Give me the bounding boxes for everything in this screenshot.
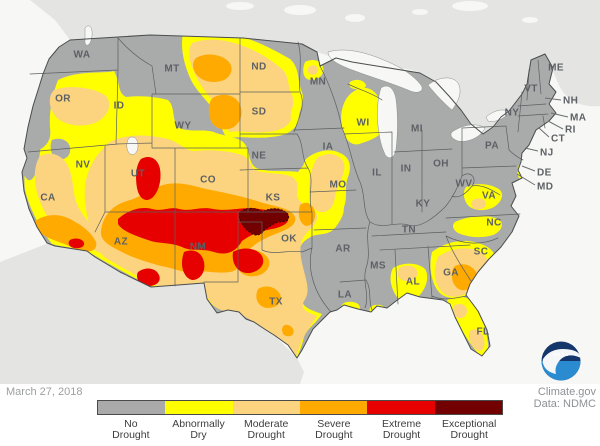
state-label-wi: WI xyxy=(356,118,369,129)
state-label-al: AL xyxy=(406,277,420,288)
state-label-mt: MT xyxy=(164,64,179,75)
state-label-ut: UT xyxy=(131,169,145,180)
state-label-ia: IA xyxy=(323,142,334,153)
state-label-fl: FL xyxy=(476,327,489,338)
drought-layer-d4-exceptional xyxy=(238,207,290,236)
state-label-mi: MI xyxy=(411,124,423,135)
lake-michigan xyxy=(377,85,398,158)
mexico-landmass xyxy=(0,244,304,384)
state-label-ri: RI xyxy=(565,125,576,136)
attribution: Climate.gov Data: NDMC xyxy=(534,386,596,410)
callout-line-ct xyxy=(538,127,550,138)
state-label-tx: TX xyxy=(269,297,283,308)
state-label-az: AZ xyxy=(114,237,128,248)
canada-landmass xyxy=(0,0,600,134)
legend-label: Severe Drought xyxy=(315,418,353,441)
callout-line-nh xyxy=(544,97,562,101)
legend-label: Extreme Drought xyxy=(381,418,422,441)
callout-line-nj xyxy=(524,147,539,152)
lake-superior xyxy=(327,49,423,93)
legend-label: No Drought xyxy=(112,418,150,441)
legend-swatch xyxy=(299,401,368,414)
state-label-ca: CA xyxy=(40,193,55,204)
attribution-data: Data: NDMC xyxy=(533,398,596,410)
noaa-gull-icon xyxy=(542,349,581,374)
map-date: March 27, 2018 xyxy=(6,386,83,398)
state-label-ky: KY xyxy=(416,199,431,210)
state-label-nd: ND xyxy=(251,62,266,73)
state-label-wv: WV xyxy=(456,179,473,190)
state-label-il: IL xyxy=(372,168,382,179)
state-label-oh: OH xyxy=(433,159,449,170)
state-label-me: ME xyxy=(548,63,564,74)
state-label-id: ID xyxy=(114,101,125,112)
noaa-logo: NOAA xyxy=(541,341,581,381)
legend-label: Moderate Drought xyxy=(244,418,289,441)
outside-us-land xyxy=(0,0,600,384)
lake-huron xyxy=(427,77,461,111)
state-label-ne: NE xyxy=(252,151,267,162)
state-label-mn: MN xyxy=(310,77,326,88)
state-label-vt: VT xyxy=(524,84,538,95)
state-label-co: CO xyxy=(200,175,216,186)
state-label-wa: WA xyxy=(74,50,91,61)
callout-line-ma xyxy=(550,112,569,118)
state-label-tn: TN xyxy=(402,225,416,236)
legend-swatch xyxy=(98,401,166,414)
state-label-va: VA xyxy=(482,191,496,202)
state-label-wy: WY xyxy=(175,121,192,132)
lake-ontario xyxy=(485,109,510,122)
state-label-sc: SC xyxy=(474,247,489,258)
legend-label: Exceptional Drought xyxy=(442,418,497,441)
legend-swatch xyxy=(232,401,300,414)
state-label-ga: GA xyxy=(443,268,459,279)
canadian-lakes xyxy=(226,1,538,23)
puget-sound xyxy=(84,25,93,46)
us-drought-map: WA OR CA ID NV UT AZ MT WY CO NM ND SD NE KS OK TX MN IA MO… xyxy=(0,0,600,384)
drought-legend: No Drought Abnormally Dry Moderate Drought… xyxy=(97,400,503,441)
callout-line-md xyxy=(516,173,536,186)
state-label-or: OR xyxy=(55,94,71,105)
legend-swatch xyxy=(434,401,502,414)
great-salt-lake xyxy=(126,136,139,155)
state-label-ks: KS xyxy=(266,193,281,204)
state-label-la: LA xyxy=(338,290,352,301)
state-label-pa: PA xyxy=(485,141,499,152)
state-label-mo: MO xyxy=(330,180,347,191)
legend-bar xyxy=(97,400,503,415)
callout-line-de xyxy=(521,165,536,172)
legend-label: Abnormally Dry xyxy=(172,418,225,441)
state-label-ny: NY xyxy=(505,108,520,119)
state-label-nc: NC xyxy=(486,218,501,229)
vancouver-island xyxy=(95,1,147,23)
state-label-ma: MA xyxy=(570,113,586,124)
state-label-ct: CT xyxy=(551,134,565,145)
state-label-ok: OK xyxy=(281,234,297,245)
attribution-source: Climate.gov xyxy=(537,386,596,398)
state-label-sd: SD xyxy=(252,107,267,118)
state-label-de: DE xyxy=(537,168,552,179)
state-label-ar: AR xyxy=(335,244,351,255)
legend-labels: No Drought Abnormally Dry Moderate Drought… xyxy=(97,415,503,441)
state-label-nj: NJ xyxy=(540,148,554,159)
noaa-logo-text: NOAA xyxy=(553,352,568,357)
legend-swatch xyxy=(165,401,233,414)
state-labels: WA OR CA ID NV UT AZ MT WY CO NM ND SD NE KS OK TX MN IA MO… xyxy=(40,50,564,338)
legend-swatch xyxy=(367,401,435,414)
state-label-in: IN xyxy=(401,164,412,175)
state-label-md: MD xyxy=(537,182,553,193)
state-label-nm: NM xyxy=(190,242,206,253)
state-label-nv: NV xyxy=(76,160,91,171)
state-borders xyxy=(27,37,549,313)
state-label-ms: MS xyxy=(370,261,386,272)
state-label-nh: NH xyxy=(563,96,578,107)
callout-line-ri xyxy=(547,120,564,130)
us-outline xyxy=(21,34,557,359)
